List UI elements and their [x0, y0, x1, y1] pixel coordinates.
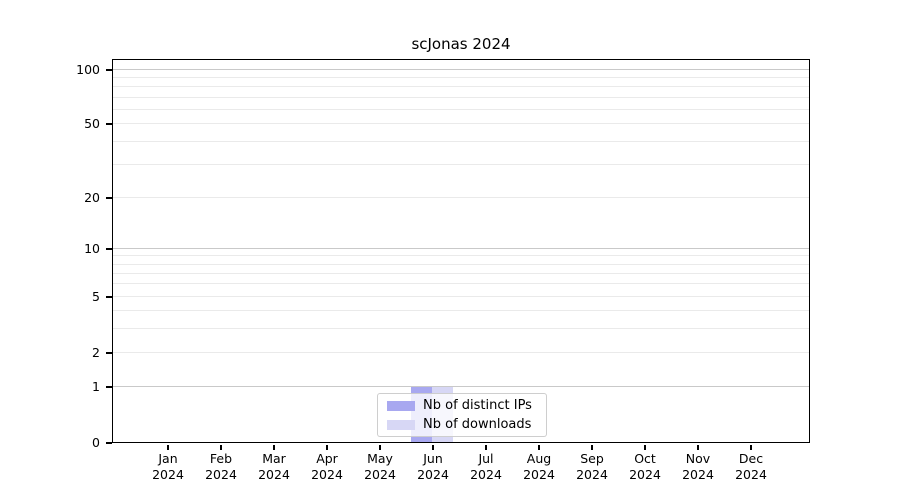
year-label: 2024	[258, 467, 290, 482]
major-gridline	[113, 69, 809, 71]
y-tick-label: 2	[92, 345, 100, 360]
x-tick-label: Apr 2024	[295, 451, 359, 483]
y-tickmark	[106, 352, 112, 354]
month-label: Jan	[158, 451, 178, 466]
x-tickmark	[220, 444, 222, 450]
minor-gridline	[113, 352, 809, 354]
month-label: May	[367, 451, 393, 466]
x-tick-label: Jan 2024	[136, 451, 200, 483]
y-tick-label: 0	[92, 435, 100, 450]
y-tick-label: 100	[76, 62, 100, 77]
month-label: Jun	[423, 451, 443, 466]
legend-swatch	[387, 419, 415, 430]
x-tickmark	[591, 444, 593, 450]
month-label: Mar	[262, 451, 286, 466]
major-gridline	[113, 386, 809, 388]
minor-gridline	[113, 141, 809, 143]
y-tick-label: 10	[84, 241, 100, 256]
y-tickmark	[106, 123, 112, 125]
legend: Nb of distinct IPs Nb of downloads	[377, 393, 547, 437]
year-label: 2024	[682, 467, 714, 482]
x-tickmark	[167, 444, 169, 450]
y-tick-label: 1	[92, 379, 100, 394]
year-label: 2024	[523, 467, 555, 482]
x-tick-label: Aug 2024	[507, 451, 571, 483]
month-label: Nov	[685, 451, 711, 466]
year-label: 2024	[470, 467, 502, 482]
x-tickmark	[538, 444, 540, 450]
major-gridline	[113, 248, 809, 250]
minor-gridline	[113, 264, 809, 266]
minor-gridline	[113, 328, 809, 330]
legend-item: Nb of distinct IPs	[387, 398, 537, 413]
year-label: 2024	[152, 467, 184, 482]
y-tick-label: 5	[92, 289, 100, 304]
x-tick-label: Nov 2024	[666, 451, 730, 483]
x-tickmark	[750, 444, 752, 450]
year-label: 2024	[364, 467, 396, 482]
chart-title: scJonas 2024	[411, 35, 511, 53]
year-label: 2024	[311, 467, 343, 482]
y-tickmark	[106, 197, 112, 199]
legend-label: Nb of distinct IPs	[423, 398, 532, 413]
x-tick-label: Jun 2024	[401, 451, 465, 483]
year-label: 2024	[417, 467, 449, 482]
x-tickmark	[379, 444, 381, 450]
month-label: Dec	[738, 451, 764, 466]
x-tick-label: Dec 2024	[719, 451, 783, 483]
legend-label: Nb of downloads	[423, 417, 532, 432]
x-tickmark	[326, 444, 328, 450]
x-tick-label: Oct 2024	[613, 451, 677, 483]
minor-gridline	[113, 86, 809, 88]
y-tickmark	[106, 296, 112, 298]
minor-gridline	[113, 123, 809, 125]
x-tickmark	[644, 444, 646, 450]
month-label: Oct	[634, 451, 656, 466]
legend-item: Nb of downloads	[387, 417, 537, 432]
month-label: Sep	[580, 451, 604, 466]
legend-swatch	[387, 400, 415, 411]
y-tickmark	[106, 248, 112, 250]
x-tickmark	[697, 444, 699, 450]
x-tickmark	[432, 444, 434, 450]
year-label: 2024	[735, 467, 767, 482]
year-label: 2024	[205, 467, 237, 482]
x-tickmark	[485, 444, 487, 450]
month-label: Feb	[209, 451, 233, 466]
year-label: 2024	[629, 467, 661, 482]
x-tick-label: Jul 2024	[454, 451, 518, 483]
minor-gridline	[113, 273, 809, 275]
x-tick-label: May 2024	[348, 451, 412, 483]
minor-gridline	[113, 197, 809, 199]
minor-gridline	[113, 310, 809, 312]
y-tick-label: 50	[84, 116, 100, 131]
x-tick-label: Mar 2024	[242, 451, 306, 483]
y-tickmark	[106, 386, 112, 388]
minor-gridline	[113, 97, 809, 99]
month-label: Aug	[526, 451, 552, 466]
y-tickmark	[106, 442, 112, 444]
month-label: Jul	[478, 451, 494, 466]
minor-gridline	[113, 283, 809, 285]
minor-gridline	[113, 164, 809, 166]
x-tick-label: Sep 2024	[560, 451, 624, 483]
y-tick-label: 20	[84, 190, 100, 205]
x-tick-label: Feb 2024	[189, 451, 253, 483]
plot-area	[112, 59, 810, 443]
x-tickmark	[273, 444, 275, 450]
minor-gridline	[113, 296, 809, 298]
minor-gridline	[113, 255, 809, 257]
y-tickmark	[106, 69, 112, 71]
minor-gridline	[113, 109, 809, 111]
year-label: 2024	[576, 467, 608, 482]
month-label: Apr	[316, 451, 338, 466]
minor-gridline	[113, 77, 809, 79]
